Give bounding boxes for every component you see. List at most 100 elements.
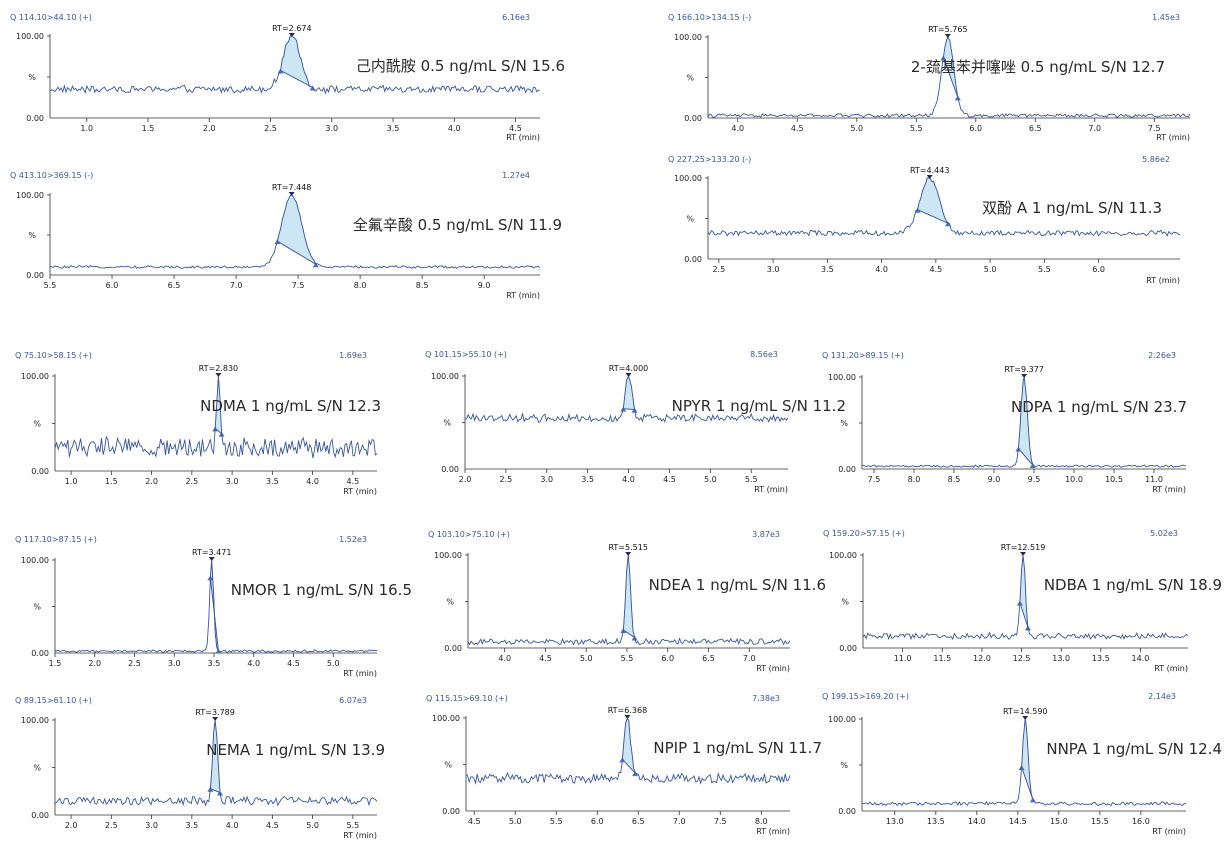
x-tick-label: 10.0 (1065, 475, 1083, 484)
y-mid-label: % (443, 419, 451, 428)
x-tick-label: 7.5 (714, 817, 727, 826)
y-bottom-label: 0.00 (684, 255, 702, 264)
sn-annotation: NDMA 1 ng/mL S/N 12.3 (200, 397, 381, 415)
x-tick-label: 3.0 (168, 659, 181, 668)
x-tick-label: 1.0 (80, 124, 93, 133)
y-bottom-label: 0.00 (684, 114, 702, 123)
chromatogram-nmor: Q 117.10>87.15 (+) 1.52e3 100.00% 0.001.5 2.… (15, 535, 412, 678)
y-top-label: 100.00 (674, 33, 702, 42)
intensity-label: 7.38e3 (752, 694, 780, 703)
peak-apex-marker (926, 175, 933, 179)
y-bottom-label: 0.00 (31, 467, 49, 476)
sn-annotation: NEMA 1 ng/mL S/N 13.9 (206, 741, 385, 759)
x-tick-label: 14.0 (968, 817, 986, 826)
x-tick-label: 5.5 (44, 281, 57, 290)
signal-trace (467, 554, 791, 646)
x-axis-label: RT (min) (754, 485, 788, 494)
signal-trace (54, 375, 378, 459)
x-tick-label: 5.5 (745, 475, 758, 484)
channel-label: Q 115.15>69.10 (+) (426, 694, 508, 703)
chromatogram-nema: Q 89.15>61.10 (+) 6.07e3 100.00% 0.00 2.0 2.5… (15, 696, 385, 840)
x-axis-label: RT (min) (1146, 276, 1180, 285)
y-mid-label: % (686, 74, 694, 83)
x-tick-label: 2.0 (203, 124, 216, 133)
x-tick-label: 3.5 (821, 265, 834, 274)
peak-apex-marker (1022, 716, 1029, 720)
y-top-label: 100.00 (432, 714, 460, 723)
signal-trace (54, 559, 378, 654)
x-axis-label: RT (min) (1156, 133, 1190, 142)
y-bottom-label: 0.00 (444, 644, 462, 653)
chromatogram-nnpa: Q 199.15>169.20 (+) 2.14e3 100.00% 0.00 13.0… (822, 692, 1222, 836)
x-axis-label: RT (min) (343, 487, 377, 496)
chromatogram-mercaptobenzothiazole: Q 166.10>134.15 (-) 1.45e3 100.00% 0.00 4.0 4… (668, 13, 1191, 142)
x-tick-label: 2.5 (264, 124, 277, 133)
x-tick-label: 7.0 (743, 654, 756, 663)
y-top-label: 100.00 (828, 373, 856, 382)
x-tick-label: 3.5 (208, 659, 221, 668)
x-tick-label: 6.5 (1029, 124, 1042, 133)
retention-time-label: RT=4.000 (609, 364, 648, 373)
x-tick-label: 3.5 (581, 475, 594, 484)
x-tick-label: 7.0 (1088, 124, 1101, 133)
signal-trace (707, 36, 1191, 118)
x-tick-label: 5.5 (1038, 265, 1051, 274)
x-tick-label: 2.5 (105, 821, 118, 830)
signal-trace (54, 719, 378, 807)
x-axis-label: RT (min) (1152, 827, 1186, 836)
y-mid-label: % (28, 73, 36, 82)
x-tick-label: 6.5 (632, 817, 645, 826)
sn-annotation: NNPA 1 ng/mL S/N 12.4 (1046, 740, 1222, 758)
x-tick-label: 7.5 (1148, 124, 1161, 133)
integrated-peak (1021, 718, 1034, 800)
signal-trace (49, 194, 541, 269)
x-tick-label: 5.5 (621, 654, 634, 663)
x-tick-label: 11.0 (1145, 475, 1163, 484)
x-tick-label: 13.0 (1052, 654, 1070, 663)
intensity-label: 5.02e3 (1150, 529, 1178, 538)
channel-label: Q 89.15>61.10 (+) (15, 696, 92, 705)
x-tick-label: 5.0 (327, 659, 340, 668)
y-bottom-label: 0.00 (31, 649, 49, 658)
channel-label: Q 131.20>89.15 (+) (822, 351, 904, 360)
x-tick-label: 16.0 (1132, 817, 1150, 826)
y-bottom-label: 0.00 (838, 465, 856, 474)
x-tick-label: 14.0 (1132, 654, 1150, 663)
sn-annotation: NPYR 1 ng/mL S/N 11.2 (672, 397, 846, 415)
y-top-label: 100.00 (21, 372, 49, 381)
peak-apex-marker (208, 557, 215, 561)
x-axis-label: RT (min) (343, 669, 377, 678)
intensity-label: 1.52e3 (339, 535, 367, 544)
x-tick-label: 6.5 (168, 281, 181, 290)
x-tick-label: 1.0 (65, 477, 78, 486)
x-tick-label: 1.5 (142, 124, 155, 133)
y-bottom-label: 0.00 (31, 811, 49, 820)
x-tick-label: 3.5 (266, 477, 279, 486)
x-tick-label: 12.5 (1013, 654, 1031, 663)
intensity-label: 2.14e3 (1148, 692, 1176, 701)
channel-label: Q 75.10>58.15 (+) (15, 351, 92, 360)
x-tick-label: 3.0 (767, 265, 780, 274)
x-tick-label: 4.0 (731, 124, 744, 133)
x-tick-label: 7.5 (292, 281, 305, 290)
x-tick-label: 4.5 (663, 475, 676, 484)
x-tick-label: 7.5 (868, 475, 881, 484)
y-mid-label: % (840, 419, 848, 428)
y-mid-label: % (33, 764, 41, 773)
sn-annotation: NDEA 1 ng/mL S/N 11.6 (649, 576, 826, 594)
x-tick-label: 4.0 (622, 475, 635, 484)
signal-trace (49, 35, 541, 95)
x-tick-label: 8.0 (908, 475, 921, 484)
x-tick-label: 1.5 (49, 659, 62, 668)
x-tick-label: 6.0 (969, 124, 982, 133)
x-tick-label: 9.0 (988, 475, 1001, 484)
channel-label: Q 199.15>169.20 (+) (822, 692, 909, 701)
retention-time-label: RT=14.590 (1003, 707, 1048, 716)
peak-apex-marker (1020, 552, 1027, 556)
chromatogram-bpa: Q 227.25>133.20 (-) 5.86e2 100.00% 0.00 2.5 3… (668, 155, 1181, 285)
chromatogram-ndma: Q 75.10>58.15 (+) 1.69e3 100.00% 0.00 1.0 1.5… (15, 351, 381, 496)
x-tick-label: 2.0 (65, 821, 78, 830)
x-tick-label: 4.5 (791, 124, 804, 133)
x-tick-label: 9.0 (478, 281, 491, 290)
signal-trace (862, 554, 1189, 641)
